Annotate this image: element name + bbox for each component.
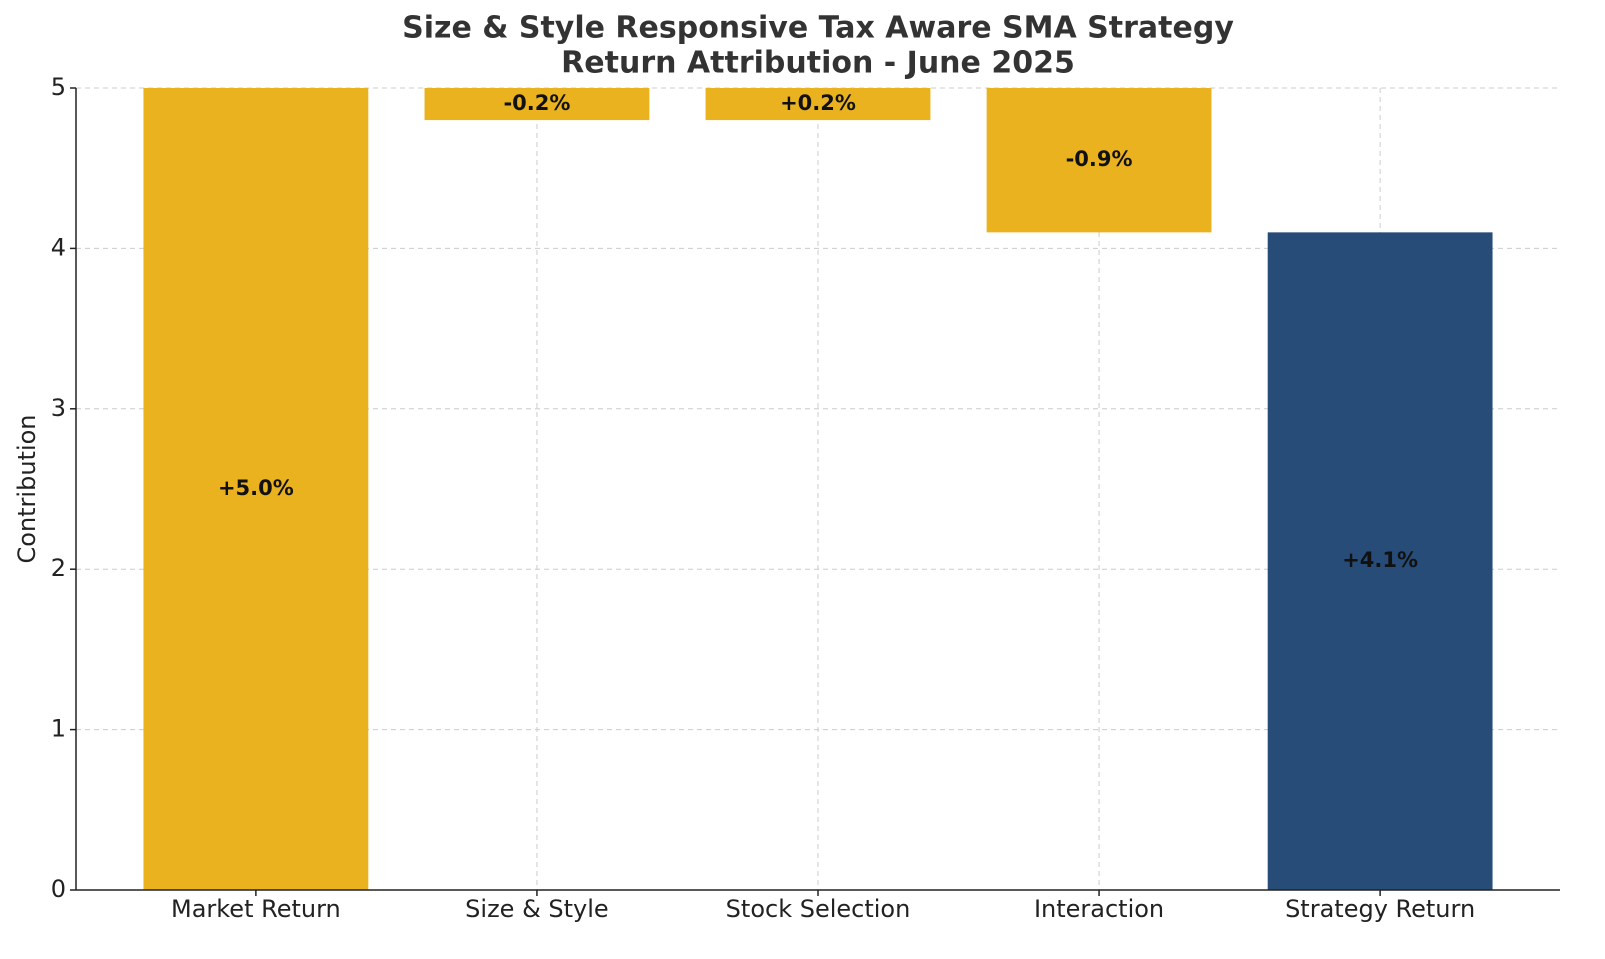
y-tick-label: 4 <box>51 233 66 261</box>
x-tick-label: Strategy Return <box>1285 895 1475 923</box>
value-label: +0.2% <box>780 91 856 115</box>
chart-title: Size & Style Responsive Tax Aware SMA St… <box>402 11 1234 46</box>
x-tick-label: Stock Selection <box>726 895 911 923</box>
bar <box>143 88 369 890</box>
value-label: -0.2% <box>503 91 570 115</box>
x-tick-label: Market Return <box>171 895 341 923</box>
y-tick-label: 1 <box>51 715 66 743</box>
x-tick-label: Interaction <box>1034 895 1164 923</box>
bar <box>986 88 1212 233</box>
bar <box>1267 232 1493 891</box>
value-label: +5.0% <box>218 476 294 500</box>
y-tick-label: 0 <box>51 875 66 903</box>
y-tick-label: 3 <box>51 394 66 422</box>
bar <box>424 88 650 121</box>
chart-subtitle: Return Attribution - June 2025 <box>561 46 1075 81</box>
y-tick-label: 2 <box>51 554 66 582</box>
x-tick-label: Size & Style <box>465 895 609 923</box>
bar <box>705 88 931 121</box>
value-label: -0.9% <box>1066 147 1133 171</box>
y-axis-label: Contribution <box>13 414 41 563</box>
value-label: +4.1% <box>1342 548 1418 572</box>
y-tick-label: 5 <box>51 73 66 101</box>
